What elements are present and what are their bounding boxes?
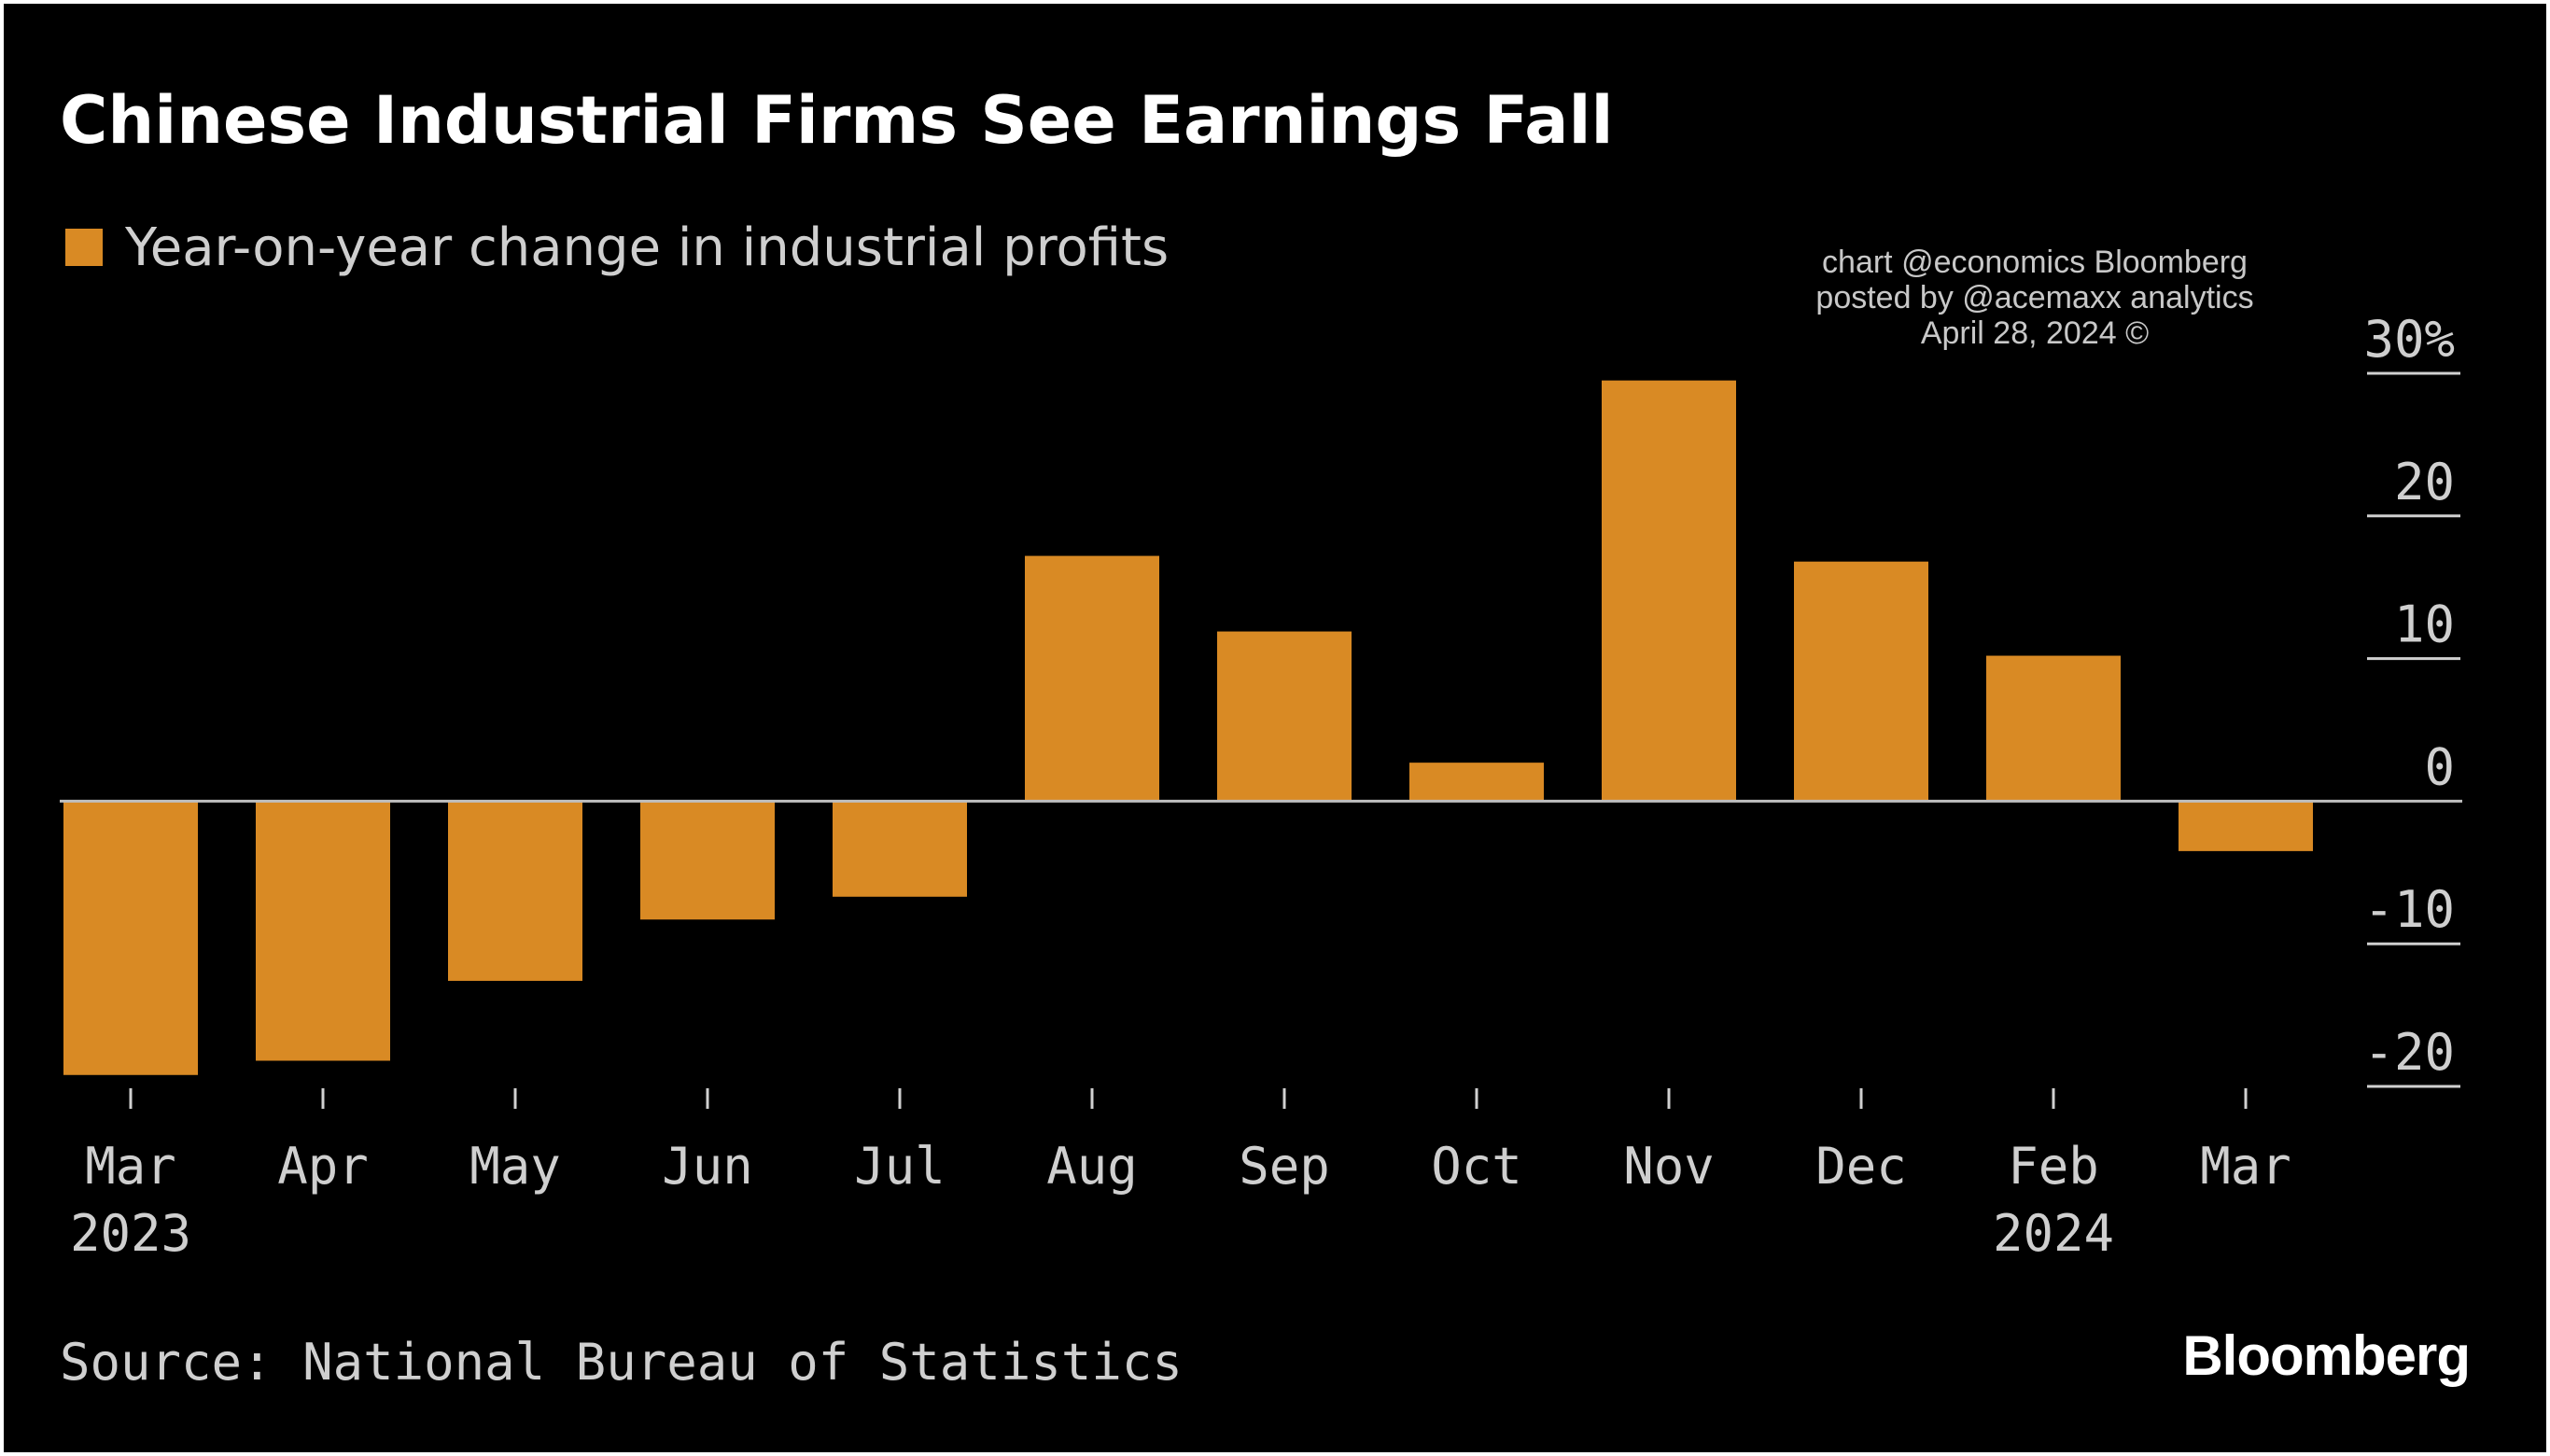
- credit-line-2: posted by @acemaxx analytics: [1815, 280, 2254, 315]
- x-tick-label: May: [469, 1137, 561, 1196]
- bars-group: [63, 380, 2313, 1075]
- x-tick-label: Nov: [1623, 1137, 1715, 1196]
- bar-oct-7: [1409, 763, 1544, 802]
- bloomberg-logo: Bloomberg: [2182, 1324, 2471, 1387]
- legend: Year-on-year change in industrial profit…: [65, 217, 1169, 278]
- bar-feb-10: [1986, 655, 2121, 802]
- x-tick-label: Mar: [85, 1137, 176, 1196]
- source-note: Source: National Bureau of Statistics: [60, 1333, 1183, 1392]
- x-tick-label: Jun: [662, 1137, 753, 1196]
- bar-jun-3: [640, 801, 775, 920]
- x-tick-label: Feb: [2008, 1137, 2099, 1196]
- x-tick-label: Apr: [277, 1137, 369, 1196]
- x-tick-label: Mar: [2200, 1137, 2291, 1196]
- bar-apr-1: [256, 801, 390, 1061]
- credit-note: chart @economics Bloomberg posted by @ac…: [1661, 245, 2408, 351]
- x-year-label: 2024: [1993, 1204, 2114, 1263]
- bar-aug-5: [1025, 555, 1159, 802]
- y-tick-label: -20: [2363, 1023, 2455, 1082]
- y-tick-label: 30%: [2363, 310, 2455, 369]
- chart-title: Chinese Industrial Firms See Earnings Fa…: [60, 82, 1614, 159]
- x-tick-label: Jul: [854, 1137, 946, 1196]
- legend-label: Year-on-year change in industrial profit…: [125, 217, 1170, 278]
- y-tick-label: 0: [2424, 737, 2455, 796]
- bar-may-2: [448, 801, 582, 981]
- y-tick-label: -10: [2363, 880, 2455, 939]
- x-tick-label: Aug: [1046, 1137, 1138, 1196]
- bar-dec-9: [1794, 561, 1928, 802]
- bar-mar-11: [2179, 801, 2313, 851]
- x-tick-label: Oct: [1431, 1137, 1522, 1196]
- x-tick-label: Dec: [1815, 1137, 1907, 1196]
- credit-line-3: April 28, 2024 ©: [1920, 315, 2150, 351]
- x-year-label: 2023: [70, 1204, 191, 1263]
- y-tick-label: 10: [2394, 595, 2455, 654]
- x-axis: Mar 2023 Apr May Jun Jul Aug Sep Oct Nov Dec Feb 202…: [70, 1088, 2291, 1263]
- x-tick-label: Sep: [1239, 1137, 1330, 1196]
- bar-sep-6: [1217, 631, 1352, 802]
- bar-mar-0: [63, 801, 198, 1075]
- bar-jul-4: [833, 801, 967, 897]
- y-axis: -20 -10 0 10 20 30%: [2363, 310, 2460, 1088]
- credit-line-1: chart @economics Bloomberg: [1822, 245, 2248, 280]
- bar-nov-8: [1602, 380, 1736, 802]
- legend-swatch: [65, 229, 103, 266]
- y-tick-label: 20: [2394, 453, 2455, 511]
